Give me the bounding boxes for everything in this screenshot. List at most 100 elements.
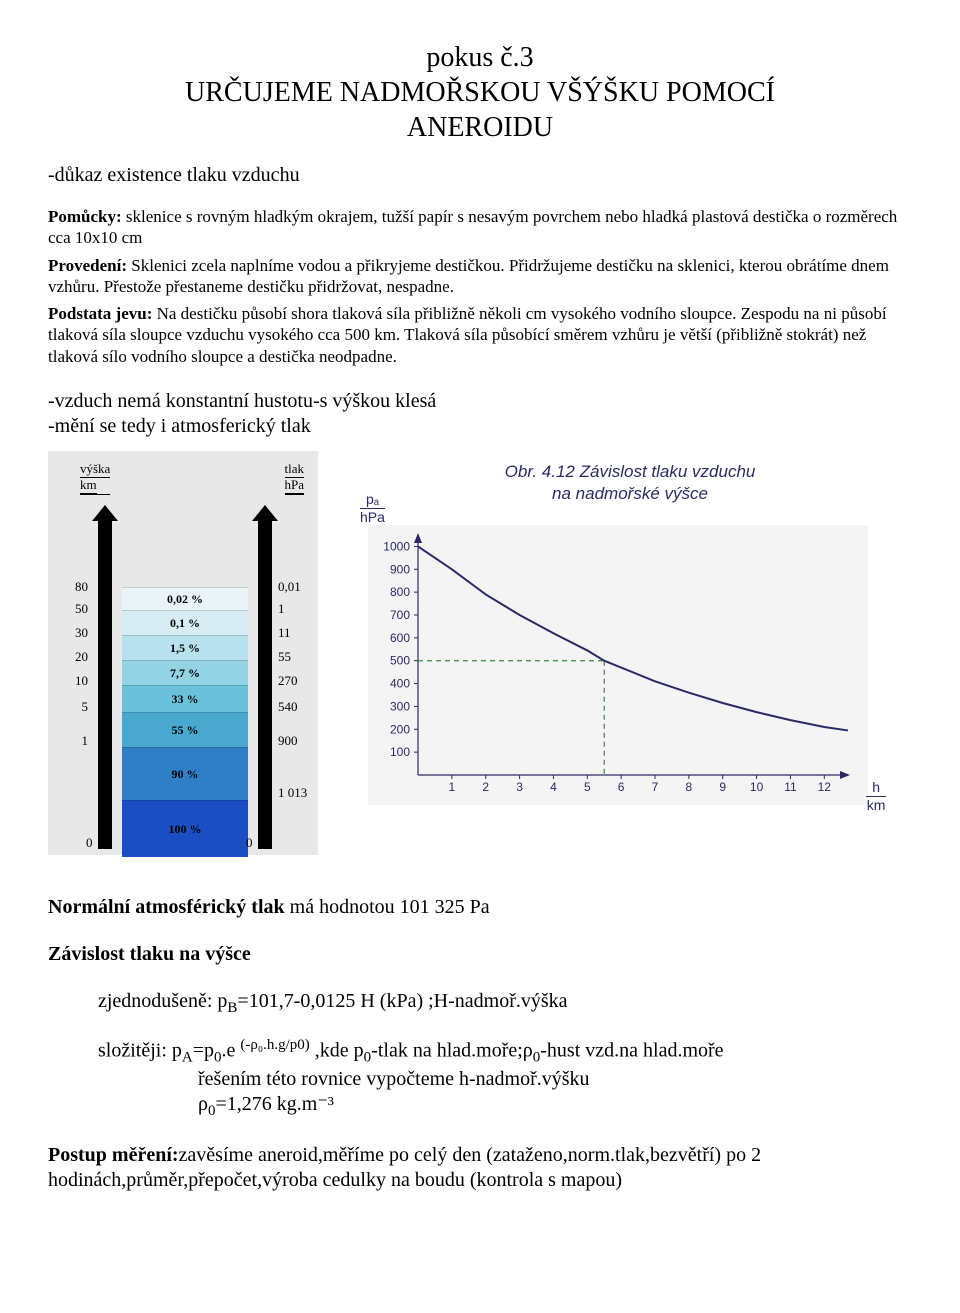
fig1-pressure-label: 11 — [278, 625, 322, 641]
chart-ylabel-sym: pₐ — [360, 491, 385, 510]
podstata-para: Podstata jevu: Na destičku působí shora … — [48, 303, 912, 367]
dependence-heading: Závislost tlaku na výšce — [48, 942, 912, 967]
gradient-segment: 1,5 % — [122, 635, 248, 660]
f-cplx-c: .e — [222, 1040, 241, 1062]
fig1-hdr-left-bot: km — [80, 477, 97, 494]
fig1-height-label: 50 — [58, 601, 88, 617]
normal-pressure-line: Normální atmosférický tlak má hodnotou 1… — [48, 895, 912, 920]
pressure-chart-svg: 1002003004005006007008009001000123456789… — [368, 525, 868, 805]
f-cplx-d: ,kde p — [310, 1040, 364, 1062]
f-cplx-s2: 0 — [214, 1050, 222, 1066]
pomucky-label: Pomůcky: — [48, 207, 122, 226]
fig1-hdr-left-top: výška — [80, 461, 110, 478]
gradient-segment: 100 % — [122, 800, 248, 857]
fig1-zero-right: 0 — [246, 835, 253, 851]
fig1-height-label: 30 — [58, 625, 88, 641]
chart-xlabel-sym: h — [866, 779, 886, 798]
title-line1: pokus č.3 — [48, 40, 912, 75]
svg-text:500: 500 — [390, 654, 410, 668]
gradient-segment: 0,1 % — [122, 610, 248, 635]
postup-label: Postup měření: — [48, 1144, 179, 1166]
chart-ylabel-unit: hPa — [360, 509, 385, 527]
f-cplx-f: -hust vzd.na hlad.moře — [540, 1040, 723, 1062]
f-cplx-e: -tlak na hlad.moře;ρ — [371, 1040, 533, 1062]
fig1-hdr-right: tlak hPa — [285, 461, 305, 496]
fig1-body: 0,02 %0,1 %1,5 %7,7 %33 %55 %90 %100 % 0… — [54, 499, 312, 849]
pomucky-text: sklenice s rovným hladkým okrajem, tužší… — [48, 207, 897, 247]
bullet-2: -mění se tedy i atmosferický tlak — [48, 414, 912, 439]
fig1-pressure-label: 900 — [278, 733, 322, 749]
pressure-chart-figure: Obr. 4.12 Závislost tlaku vzduchu na nad… — [348, 451, 912, 805]
svg-text:100: 100 — [390, 745, 410, 759]
svg-text:3: 3 — [516, 780, 523, 794]
svg-text:700: 700 — [390, 608, 410, 622]
f-cplx-sup: (-ρ₀.h.g/p0) — [240, 1037, 309, 1053]
pomucky-para: Pomůcky: sklenice s rovným hladkým okraj… — [48, 206, 912, 249]
chart-ylabel: pₐ hPa — [360, 491, 385, 527]
svg-text:900: 900 — [390, 562, 410, 576]
gradient-segment: 7,7 % — [122, 660, 248, 685]
svg-text:5: 5 — [584, 780, 591, 794]
fig1-height-label: 10 — [58, 673, 88, 689]
podstata-label: Podstata jevu: — [48, 304, 152, 323]
provedeni-text: Sklenici zcela naplníme vodou a přikryje… — [48, 256, 889, 296]
fig1-hdr-left: výška km — [80, 461, 110, 496]
gradient-bar: 0,02 %0,1 %1,5 %7,7 %33 %55 %90 %100 % — [122, 587, 248, 849]
simplified-formula: zjednodušeně: pB=101,7-0,0125 H (kPa) ;H… — [98, 989, 912, 1018]
fig1-hdr-right-bot: hPa — [285, 477, 305, 494]
title-block: pokus č.3 URČUJEME NADMOŘSKOU VŠÝŠKU POM… — [48, 40, 912, 145]
fig1-pressure-label: 1 — [278, 601, 322, 617]
f-simpl-b: =101,7-0,0125 H (kPa) ;H-nadmoř.výška — [237, 990, 567, 1012]
fig1-height-label: 5 — [58, 699, 88, 715]
svg-text:12: 12 — [818, 780, 832, 794]
fig2-title: Obr. 4.12 Závislost tlaku vzduchu na nad… — [348, 461, 912, 505]
fig1-hdr-right-top: tlak — [285, 461, 305, 478]
svg-text:4: 4 — [550, 780, 557, 794]
gradient-segment: 0,02 % — [122, 587, 248, 610]
rho-line: ρ0=1,276 kg.m⁻³ — [198, 1092, 912, 1121]
figure-row: výška km tlak hPa 0,02 %0,1 %1,5 %7,7 %3… — [48, 451, 912, 856]
svg-text:600: 600 — [390, 631, 410, 645]
arrow-pressure-icon — [258, 519, 272, 849]
f-simpl-a: zjednodušeně: p — [98, 990, 227, 1012]
svg-text:9: 9 — [719, 780, 726, 794]
svg-text:6: 6 — [618, 780, 625, 794]
rho-sym: ρ — [198, 1093, 208, 1115]
f-cplx-b: =p — [193, 1040, 214, 1062]
gradient-segment: 90 % — [122, 747, 248, 800]
fig1-zero-left: 0 — [86, 835, 93, 851]
complex-formula: složitěji: pA=p0.e (-ρ₀.h.g/p0) ,kde p0-… — [98, 1036, 912, 1067]
gradient-segment: 55 % — [122, 712, 248, 747]
svg-text:1: 1 — [449, 780, 456, 794]
fig1-pressure-label: 270 — [278, 673, 322, 689]
provedeni-label: Provedení: — [48, 256, 127, 275]
svg-text:200: 200 — [390, 722, 410, 736]
fig1-height-label: 20 — [58, 649, 88, 665]
fig1-height-label: 1 — [58, 733, 88, 749]
solve-line: řešením této rovnice vypočteme h-nadmoř.… — [198, 1067, 912, 1092]
svg-text:1000: 1000 — [383, 539, 410, 553]
bottom-block: Normální atmosférický tlak má hodnotou 1… — [48, 895, 912, 1193]
svg-text:2: 2 — [482, 780, 489, 794]
svg-text:7: 7 — [652, 780, 659, 794]
svg-text:800: 800 — [390, 585, 410, 599]
fig1-height-label: 80 — [58, 579, 88, 595]
fig2-title-l2: na nadmořské výšce — [552, 484, 708, 503]
svg-text:8: 8 — [686, 780, 693, 794]
fig1-pressure-label: 55 — [278, 649, 322, 665]
rho-val: =1,276 kg.m⁻³ — [215, 1093, 333, 1115]
fig1-pressure-label: 1 013 — [278, 785, 322, 801]
normal-pressure-label: Normální atmosférický tlak — [48, 896, 285, 918]
svg-text:10: 10 — [750, 780, 764, 794]
chart-wrap: pₐ hPa 100200300400500600700800900100012… — [368, 525, 868, 805]
normal-pressure-value: má hodnotou 101 325 Pa — [285, 896, 490, 918]
chart-xlabel: h km — [866, 779, 886, 815]
chart-xlabel-unit: km — [866, 797, 886, 815]
title-line3: ANEROIDU — [48, 110, 912, 145]
f-cplx-a: složitěji: p — [98, 1040, 182, 1062]
provedeni-para: Provedení: Sklenici zcela naplníme vodou… — [48, 255, 912, 298]
f-cplx-s1: A — [182, 1050, 193, 1066]
bullet-1: -vzduch nemá konstantní hustotu-s výškou… — [48, 389, 912, 414]
fig1-pressure-label: 540 — [278, 699, 322, 715]
svg-text:400: 400 — [390, 677, 410, 691]
